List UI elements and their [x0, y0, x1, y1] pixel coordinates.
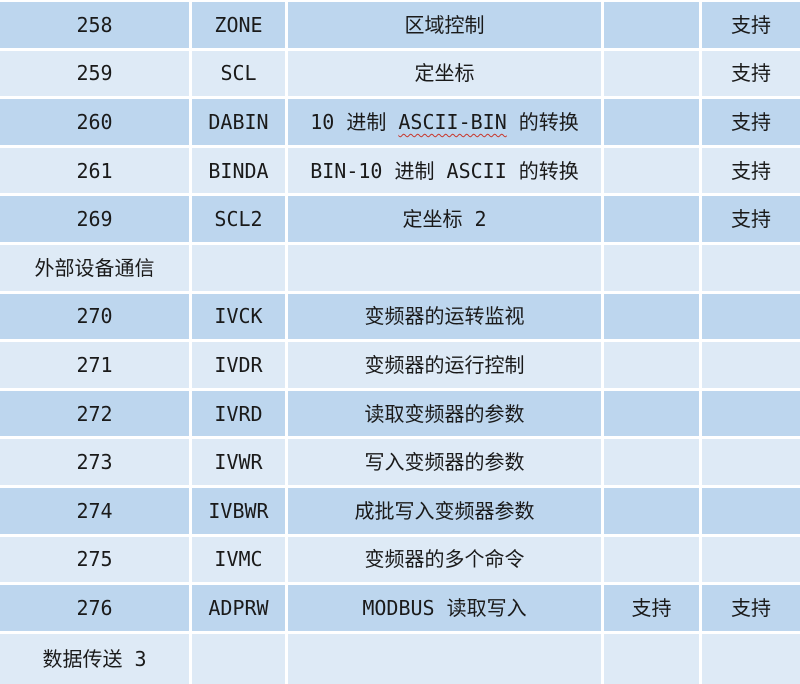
support-column-2-cell — [702, 439, 800, 485]
empty-cell — [702, 244, 800, 291]
mnemonic-cell: DABIN — [192, 99, 285, 145]
instruction-number-cell: 273 — [0, 439, 189, 485]
description-cell: 10 进制 ASCII-BIN 的转换 — [288, 99, 601, 145]
support-column-2-cell: 支持 — [702, 585, 800, 631]
mnemonic-cell: IVWR — [192, 439, 285, 485]
support-column-2-cell — [702, 487, 800, 534]
description-cell: 变频器的运行控制 — [288, 342, 601, 388]
empty-cell — [192, 633, 285, 684]
support-column-2-cell: 支持 — [702, 196, 800, 242]
support-column-1-cell — [604, 536, 699, 583]
section-label-cell: 外部设备通信 — [0, 244, 189, 291]
mnemonic-cell: SCL2 — [192, 196, 285, 242]
description-cell: 区域控制 — [288, 2, 601, 48]
description-text: 10 进制 — [310, 109, 399, 134]
description-text: 变频器的运转监视 — [364, 304, 525, 329]
instruction-number-cell: 276 — [0, 585, 189, 631]
support-column-2-cell: 支持 — [702, 2, 800, 48]
instruction-number-cell: 259 — [0, 50, 189, 97]
description-text: 的转换 — [506, 109, 579, 134]
description-text: 变频器的运行控制 — [364, 352, 525, 377]
description-cell: 读取变频器的参数 — [288, 390, 601, 437]
mnemonic-cell: BINDA — [192, 147, 285, 194]
description-cell: BIN-10 进制 ASCII 的转换 — [288, 147, 601, 194]
description-text: 区域控制 — [404, 12, 485, 37]
description-text: 写入变频器的参数 — [364, 450, 525, 475]
support-column-1-cell — [604, 439, 699, 485]
support-column-2-cell — [702, 536, 800, 583]
mnemonic-cell: ADPRW — [192, 585, 285, 631]
support-column-1-cell — [604, 342, 699, 388]
instruction-number-cell: 272 — [0, 390, 189, 437]
description-text: BIN-10 进制 ASCII 的转换 — [310, 158, 579, 183]
description-text: 读取变频器的参数 — [364, 401, 525, 426]
description-cell: 成批写入变频器参数 — [288, 487, 601, 534]
description-cell: MODBUS 读取写入 — [288, 585, 601, 631]
description-cell: 定坐标 2 — [288, 196, 601, 242]
empty-cell — [288, 633, 601, 684]
instruction-number-cell: 274 — [0, 487, 189, 534]
mnemonic-cell: IVMC — [192, 536, 285, 583]
mnemonic-cell: SCL — [192, 50, 285, 97]
support-column-1-cell — [604, 196, 699, 242]
description-cell: 写入变频器的参数 — [288, 439, 601, 485]
support-column-2-cell: 支持 — [702, 147, 800, 194]
instruction-number-cell: 260 — [0, 99, 189, 145]
mnemonic-cell: IVBWR — [192, 487, 285, 534]
empty-cell — [288, 244, 601, 291]
mnemonic-cell: IVDR — [192, 342, 285, 388]
support-column-1-cell — [604, 147, 699, 194]
description-cell: 变频器的多个命令 — [288, 536, 601, 583]
support-column-2-cell: 支持 — [702, 50, 800, 97]
support-column-1-cell — [604, 293, 699, 340]
mnemonic-cell: IVCK — [192, 293, 285, 340]
support-column-1-cell — [604, 99, 699, 145]
empty-cell — [702, 633, 800, 684]
support-column-1-cell — [604, 390, 699, 437]
support-column-2-cell — [702, 293, 800, 340]
mnemonic-cell: ZONE — [192, 2, 285, 48]
section-label-cell: 数据传送 3 — [0, 633, 189, 684]
support-column-1-cell — [604, 487, 699, 534]
support-column-1-cell — [604, 50, 699, 97]
description-text: MODBUS 读取写入 — [362, 595, 527, 620]
instruction-number-cell: 261 — [0, 147, 189, 194]
description-text: 定坐标 2 — [402, 207, 487, 232]
instruction-number-cell: 269 — [0, 196, 189, 242]
instruction-number-cell: 270 — [0, 293, 189, 340]
instruction-number-cell: 271 — [0, 342, 189, 388]
support-column-2-cell — [702, 390, 800, 437]
empty-cell — [604, 633, 699, 684]
instruction-number-cell: 275 — [0, 536, 189, 583]
description-text: 成批写入变频器参数 — [354, 498, 535, 523]
support-column-1-cell — [604, 2, 699, 48]
description-cell: 变频器的运转监视 — [288, 293, 601, 340]
description-text: 变频器的多个命令 — [364, 547, 525, 572]
description-text: 定坐标 — [414, 61, 475, 86]
support-column-1-cell: 支持 — [604, 585, 699, 631]
description-cell: 定坐标 — [288, 50, 601, 97]
support-column-2-cell — [702, 342, 800, 388]
mnemonic-cell: IVRD — [192, 390, 285, 437]
instruction-number-cell: 258 — [0, 2, 189, 48]
empty-cell — [192, 244, 285, 291]
support-column-2-cell: 支持 — [702, 99, 800, 145]
misspelled-word: ASCII-BIN — [398, 109, 507, 134]
empty-cell — [604, 244, 699, 291]
